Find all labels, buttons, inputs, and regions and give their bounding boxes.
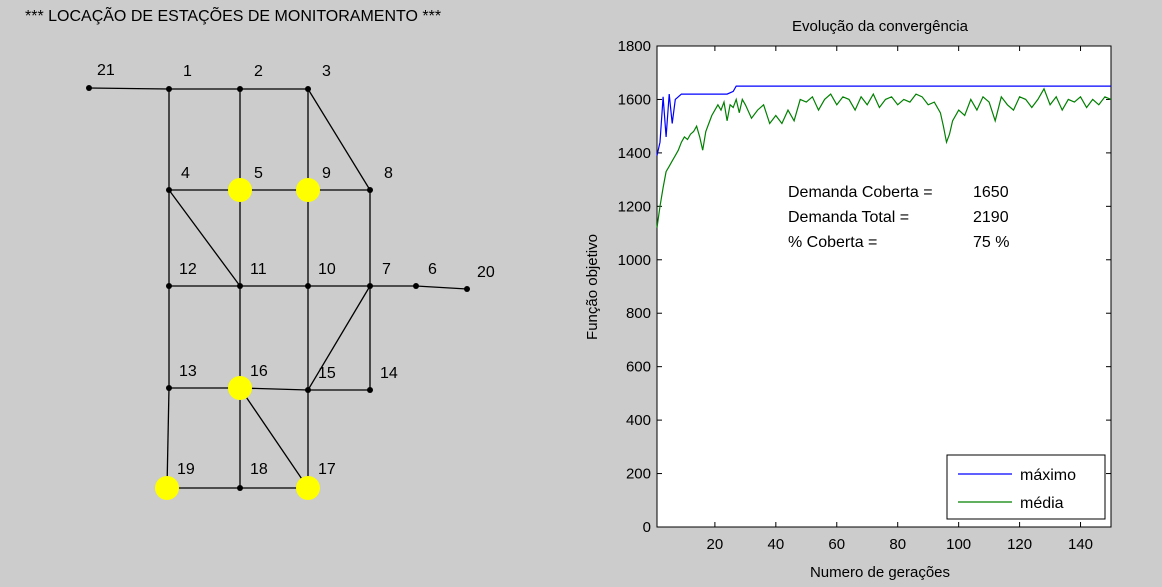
edge-13-19 (166, 387, 170, 489)
node-13 (166, 385, 172, 391)
node-11 (237, 283, 243, 289)
y-tick-label: 1200 (618, 198, 651, 215)
station-marker-17 (296, 476, 320, 500)
y-tick-label: 200 (626, 466, 651, 483)
node-label-19: 19 (177, 461, 195, 478)
y-tick-label: 1400 (618, 145, 651, 162)
x-tick-label: 120 (1007, 536, 1032, 553)
annotation-label: Demanda Coberta = (788, 184, 933, 201)
x-tick-label: 60 (828, 536, 845, 553)
node-label-1: 1 (183, 63, 192, 80)
node-21 (86, 85, 92, 91)
x-tick-label: 80 (889, 536, 906, 553)
y-tick-label: 1000 (618, 252, 651, 269)
y-tick-label: 600 (626, 359, 651, 376)
monitoring-stations (155, 178, 320, 500)
annotation-value: 1650 (973, 184, 1009, 201)
node-label-11: 11 (250, 261, 267, 278)
node-1 (166, 86, 172, 92)
node-label-2: 2 (254, 63, 263, 80)
node-label-17: 17 (318, 461, 336, 478)
node-7 (367, 283, 373, 289)
edge-4-11 (168, 189, 241, 287)
node-label-9: 9 (322, 165, 331, 182)
node-4 (166, 187, 172, 193)
edge-21-1 (88, 87, 170, 90)
x-tick-label: 140 (1068, 536, 1093, 553)
legend-box (946, 454, 1106, 520)
x-tick-label: 40 (767, 536, 784, 553)
y-tick-label: 400 (626, 412, 651, 429)
node-8 (367, 187, 373, 193)
x-axis-ticks: 20 40 60 80 100 120 140 (707, 46, 1093, 553)
node-20 (464, 286, 470, 292)
x-tick-label: 100 (946, 536, 971, 553)
node-label-18: 18 (250, 461, 268, 478)
y-tick-label: 1600 (618, 91, 651, 108)
annotation-value: 2190 (973, 209, 1009, 226)
legend-label-media: média (1020, 495, 1064, 512)
annotation-value: 75 % (973, 234, 1009, 251)
node-18 (237, 485, 243, 491)
station-marker-16 (228, 376, 252, 400)
node-2 (237, 86, 243, 92)
node-12 (166, 283, 172, 289)
node-label-5: 5 (254, 165, 263, 182)
station-marker-9 (296, 178, 320, 202)
node-label-21: 21 (97, 62, 115, 79)
y-tick-label: 800 (626, 305, 651, 322)
node-14 (367, 387, 373, 393)
y-tick-label: 1800 (618, 38, 651, 55)
network-nodes (86, 85, 470, 491)
y-axis-ticks: 0 200 400 600 800 1000 1200 1400 1600 1800 (618, 38, 1111, 536)
node-10 (305, 283, 311, 289)
chart-title: Evolução da convergência (792, 18, 969, 35)
node-label-10: 10 (318, 261, 336, 278)
series-line-maximo (656, 85, 1111, 156)
node-3 (305, 86, 311, 92)
node-label-16: 16 (250, 363, 268, 380)
node-label-20: 20 (477, 264, 495, 281)
network-title: *** LOCAÇÃO DE ESTAÇÕES DE MONITORAMENTO… (25, 8, 442, 25)
annotation-label: Demanda Total = (788, 209, 909, 226)
annotation-label: % Coberta = (788, 234, 877, 251)
plot-area (656, 45, 1112, 528)
edge-7-15 (307, 285, 371, 391)
x-tick-label: 20 (707, 536, 724, 553)
station-marker-5 (228, 178, 252, 202)
node-label-12: 12 (179, 261, 197, 278)
node-label-7: 7 (382, 261, 391, 278)
x-axis-label: Numero de gerações (810, 564, 950, 581)
coverage-annotations: Demanda Coberta = 1650 Demanda Total = 2190… (788, 184, 1009, 251)
edge-3-8 (307, 88, 371, 191)
node-label-8: 8 (384, 165, 393, 182)
node-6 (413, 283, 419, 289)
node-label-6: 6 (428, 261, 437, 278)
y-axis-label: Função objetivo (584, 234, 601, 340)
node-label-14: 14 (380, 365, 398, 382)
node-label-4: 4 (181, 165, 190, 182)
node-15 (305, 387, 311, 393)
legend: máximo média (946, 454, 1106, 520)
legend-label-maximo: máximo (1020, 467, 1076, 484)
series-line-media (656, 87, 1112, 228)
node-label-15: 15 (318, 365, 336, 382)
edge-16-17 (239, 387, 309, 489)
network-edges (88, 87, 468, 489)
node-label-13: 13 (179, 363, 197, 380)
station-marker-19 (155, 476, 179, 500)
node-label-3: 3 (322, 63, 331, 80)
y-tick-label: 0 (643, 519, 651, 536)
series-lines (656, 85, 1112, 228)
edge-6-20 (415, 285, 468, 290)
